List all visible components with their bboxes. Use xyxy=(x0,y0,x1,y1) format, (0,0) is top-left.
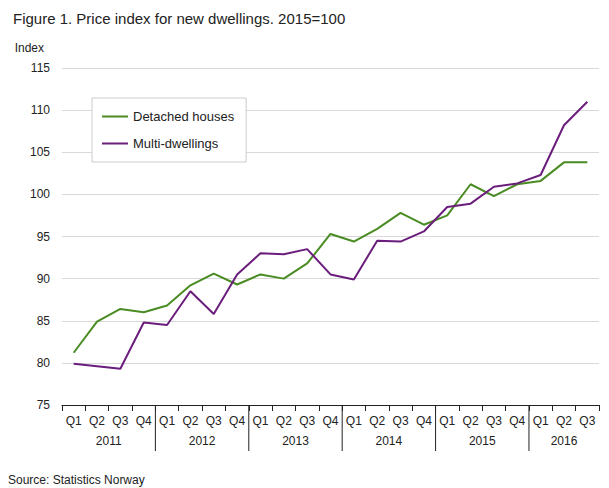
svg-text:Q1: Q1 xyxy=(346,414,362,428)
svg-text:Q3: Q3 xyxy=(579,414,595,428)
svg-text:Q1: Q1 xyxy=(439,414,455,428)
svg-text:Q2: Q2 xyxy=(556,414,572,428)
svg-text:2015: 2015 xyxy=(469,434,496,448)
svg-text:Q1: Q1 xyxy=(252,414,268,428)
svg-text:80: 80 xyxy=(37,356,51,370)
svg-text:Q4: Q4 xyxy=(136,414,152,428)
svg-text:105: 105 xyxy=(30,145,50,159)
svg-text:2016: 2016 xyxy=(551,434,578,448)
svg-text:Q4: Q4 xyxy=(509,414,525,428)
svg-text:Q2: Q2 xyxy=(463,414,479,428)
svg-text:95: 95 xyxy=(37,230,51,244)
svg-text:115: 115 xyxy=(31,61,50,75)
svg-text:Q3: Q3 xyxy=(206,414,222,428)
svg-text:Q4: Q4 xyxy=(229,414,245,428)
svg-text:Index: Index xyxy=(15,41,44,55)
svg-text:Source: Statistics Norway: Source: Statistics Norway xyxy=(8,473,145,487)
svg-text:Q2: Q2 xyxy=(369,414,385,428)
svg-text:Q3: Q3 xyxy=(299,414,315,428)
svg-text:Figure 1. Price index for new: Figure 1. Price index for new dwellings.… xyxy=(13,10,345,27)
svg-text:Q4: Q4 xyxy=(416,414,432,428)
svg-text:2013: 2013 xyxy=(282,434,309,448)
svg-text:Q3: Q3 xyxy=(486,414,502,428)
svg-text:Q3: Q3 xyxy=(112,414,128,428)
svg-text:Q1: Q1 xyxy=(159,414,175,428)
svg-text:Q3: Q3 xyxy=(393,414,409,428)
svg-text:75: 75 xyxy=(37,398,51,412)
svg-text:Q2: Q2 xyxy=(89,414,105,428)
svg-text:Detached houses: Detached houses xyxy=(133,109,235,124)
svg-text:90: 90 xyxy=(37,272,51,286)
svg-text:2012: 2012 xyxy=(189,434,216,448)
svg-text:2011: 2011 xyxy=(96,434,122,448)
svg-text:Q2: Q2 xyxy=(182,414,198,428)
svg-text:100: 100 xyxy=(30,187,50,201)
svg-text:85: 85 xyxy=(37,314,51,328)
svg-text:Q4: Q4 xyxy=(322,414,338,428)
svg-text:110: 110 xyxy=(31,103,50,117)
svg-text:Q1: Q1 xyxy=(533,414,549,428)
svg-text:Q2: Q2 xyxy=(276,414,292,428)
svg-text:Multi-dwellings: Multi-dwellings xyxy=(133,136,219,151)
svg-text:2014: 2014 xyxy=(376,434,403,448)
svg-text:Q1: Q1 xyxy=(66,414,82,428)
